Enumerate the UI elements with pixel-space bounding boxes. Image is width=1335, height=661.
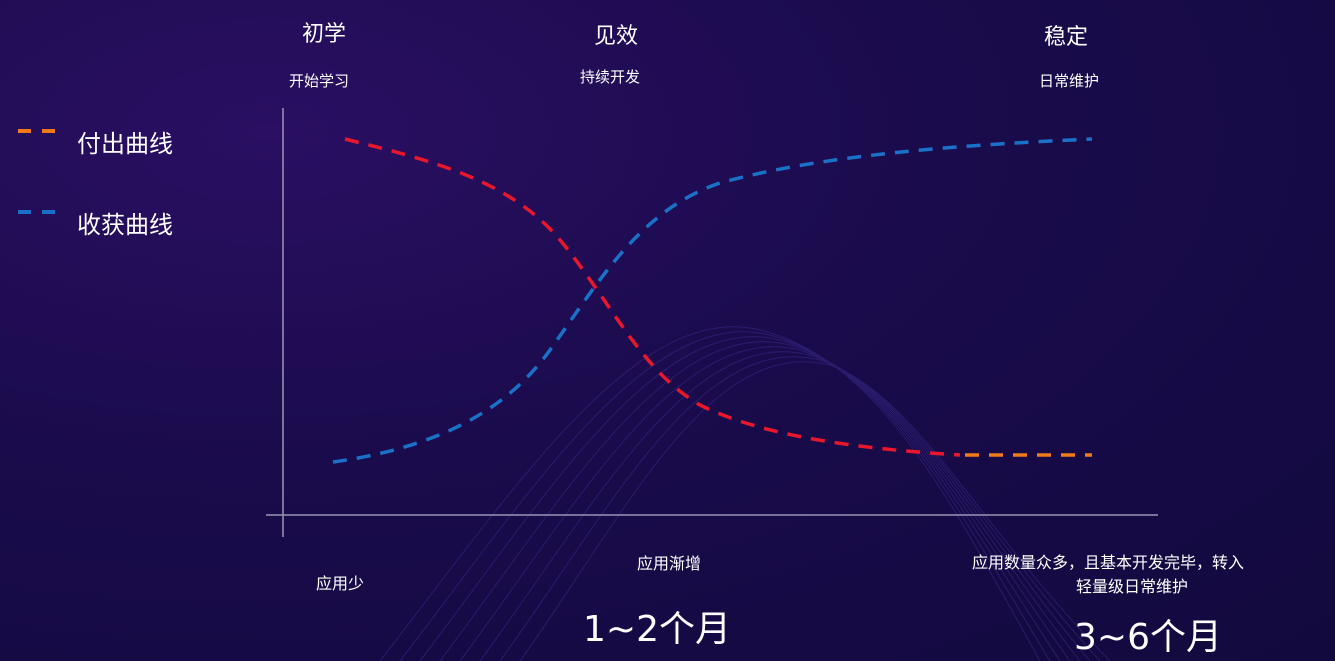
label-many-apps-line2: 轻量级日常维护: [1076, 577, 1189, 596]
stage-subtitle-stable: 日常维护: [1039, 72, 1100, 90]
legend-swatch-gain: [18, 210, 64, 214]
label-few-apps: 应用少: [316, 574, 365, 593]
label-apps-increasing: 应用渐增: [637, 554, 702, 573]
gain-curve: [332, 137, 1093, 464]
stage-subtitle-effective: 持续开发: [580, 68, 641, 86]
stage-title-effective: 见效: [594, 24, 639, 49]
legend-label-effort: 付出曲线: [77, 130, 173, 158]
duration-3-6-months: 3~6个月: [1074, 617, 1222, 658]
stage-title-stable: 稳定: [1044, 25, 1089, 50]
label-many-apps-line1: 应用数量众多，且基本开发完毕，转入: [972, 553, 1245, 572]
effort-curve: [344, 137, 961, 457]
legend-label-gain: 收获曲线: [77, 211, 173, 239]
stage-title-beginner: 初学: [302, 22, 347, 47]
legend-swatch-effort: [18, 129, 64, 133]
stage-subtitle-beginner: 开始学习: [289, 72, 350, 90]
duration-1-2-months: 1~2个月: [583, 609, 731, 650]
